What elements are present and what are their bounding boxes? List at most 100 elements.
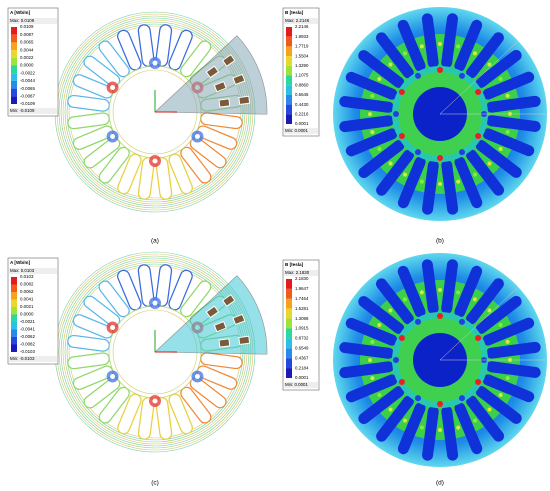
color-swatch [286,338,292,349]
tooth-hotspot [377,147,382,152]
tooth-hotspot [403,418,408,423]
slot [73,75,113,98]
winding [213,80,227,93]
pole-hotspot [415,72,421,79]
color-swatch [11,73,17,81]
slot [441,259,458,314]
color-swatch [286,94,292,105]
slot [118,271,141,310]
winding [232,73,246,86]
tooth-hotspot [505,130,510,135]
tooth-hotspot [370,93,375,98]
legend-tick: 0.2184 [295,365,309,370]
winding [238,95,251,106]
slot [397,265,426,318]
slot [466,32,504,79]
color-swatch [11,344,17,352]
slot [99,41,129,77]
tooth-hotspot [472,51,477,56]
slot [339,115,394,133]
coil-core [110,134,116,139]
slot [169,30,192,70]
slot [441,406,459,461]
color-swatch [11,314,17,322]
pole-hotspot [459,395,465,402]
legend-tick: 0.4430 [295,102,309,107]
sector-edge [439,286,519,361]
tooth-hotspot [419,179,424,184]
color-swatch [11,277,17,285]
legend-tick: 1.9647 [295,286,309,291]
legend-tick: 1.9933 [295,34,309,39]
slot [345,71,398,100]
tooth-hotspot [487,161,492,166]
legend-tick: 0.0044 [20,47,34,52]
legend-tick: 0.4367 [295,355,309,360]
tooth-hotspot [368,358,373,363]
slot [118,31,141,70]
panel-label: (c) [151,480,159,487]
slot [118,154,141,194]
tooth-hotspot [456,290,461,295]
legend-tick: -0.0044 [20,78,35,83]
legend-tick: -0.0065 [20,86,35,91]
tooth-hotspot [402,51,407,56]
color-swatch [11,284,17,292]
color-swatch [286,85,292,95]
legend-tick: 0.2216 [295,111,309,116]
slot [466,278,504,325]
coil-core [110,374,116,379]
slot [138,25,154,66]
legend-max: Max: 2.2146 [285,18,310,23]
tooth-hotspot [438,427,443,432]
panel-label: (a) [151,238,159,245]
coil-core [194,134,200,139]
tooth-hotspot [370,339,375,344]
legend-tick: 1.1075 [295,73,309,78]
legend-tick: 1.5281 [295,306,309,311]
legend-tick: 0.0087 [20,32,34,37]
slot [84,378,120,408]
pole-hotspot [437,313,443,319]
coil-core [152,60,158,66]
coil-core [152,300,158,306]
slot [68,96,109,111]
slot [482,128,535,157]
slot [139,158,154,199]
tooth-hotspot [456,179,461,184]
slot [397,156,426,209]
legend-min-box [284,128,318,134]
pole-hotspot [437,401,443,407]
legend-tick: 0.0001 [295,375,309,380]
pole-hotspot [393,357,399,363]
slot [339,361,394,379]
slot [201,353,242,368]
legend-max-box [284,270,318,276]
slot [191,138,226,168]
color-swatch [286,65,292,76]
color-swatch [286,279,292,289]
slot [197,126,237,149]
slot [397,402,426,455]
slot [482,71,535,100]
slot [84,138,120,168]
pole-hotspot [398,133,405,139]
color-swatch [286,36,292,47]
color-swatch [286,318,292,329]
coil-core [110,85,116,90]
panel-label: (b) [436,238,444,245]
slot [156,398,172,439]
tooth-hotspot [505,376,510,381]
legend-max-box [9,268,57,274]
tooth-hotspot [487,62,492,67]
pole-hotspot [459,318,465,325]
legend-tick: 2.2146 [295,24,309,29]
slot [486,361,541,378]
panel-label: (d) [436,480,444,487]
tooth-hotspot [388,62,393,67]
legend-tick: -0.0087 [20,93,35,98]
